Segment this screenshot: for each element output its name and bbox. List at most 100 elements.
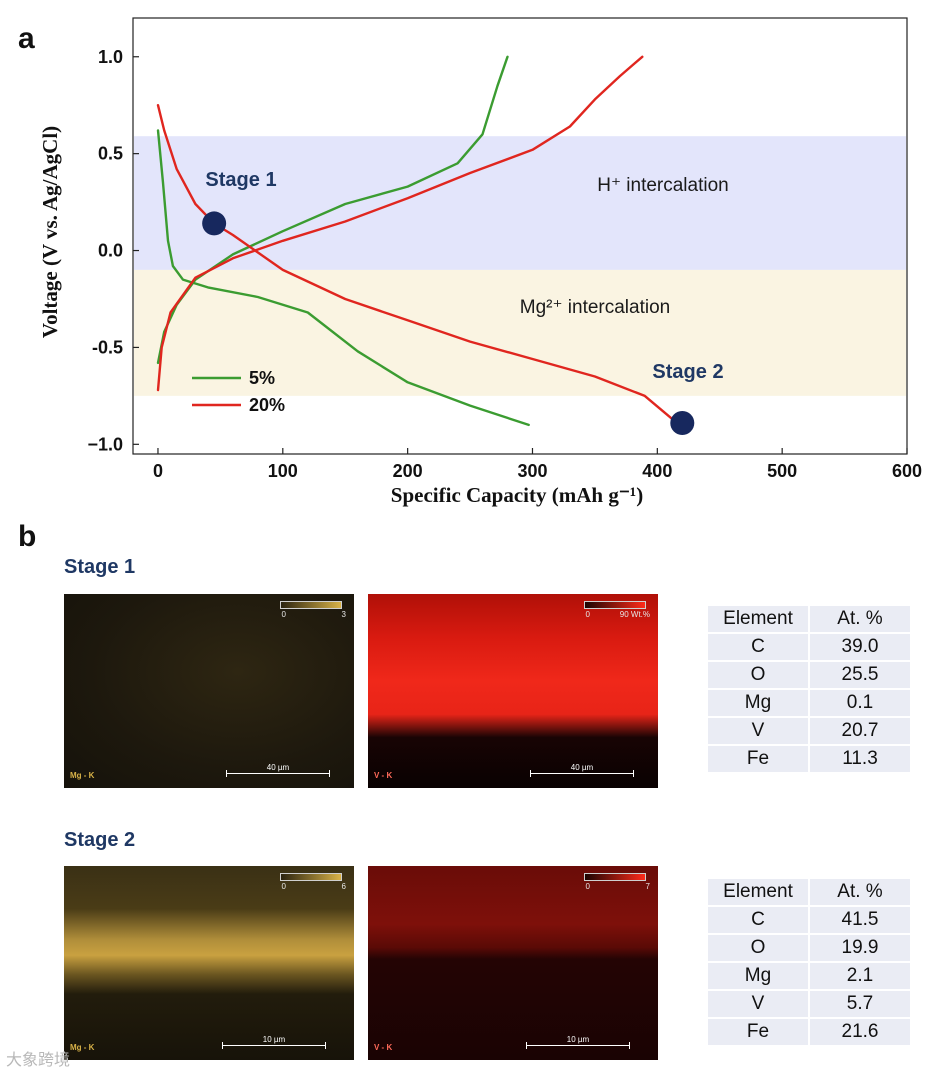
voltage-capacity-chart: H⁺ intercalation Mg²⁺ intercalation 0 100 2… [38, 17, 922, 507]
stage-2-title: Stage 2 [64, 829, 136, 851]
colorbar-max: 3 [341, 610, 346, 619]
y-tick-label: 0.0 [98, 241, 123, 261]
cell-element: V [708, 991, 808, 1017]
header-element: Element [708, 879, 808, 905]
stage-1-mg-map: 0 3 Mg - K 40 µm [64, 594, 354, 788]
colorbar-max: 6 [341, 882, 346, 891]
element-label: V - K [374, 1043, 393, 1052]
stage-marker-2 [670, 410, 695, 435]
x-tick-label: 0 [153, 461, 163, 481]
scale-label: 10 µm [566, 1035, 590, 1044]
element-label: V - K [374, 771, 393, 780]
cell-value: 5.7 [808, 991, 910, 1017]
scale-bar [530, 770, 634, 777]
watermark: 大象跨境 [6, 1052, 71, 1069]
cell-element: O [708, 662, 808, 688]
colorbar [280, 601, 342, 609]
cell-element: C [708, 634, 808, 660]
scale-bar [226, 770, 330, 777]
legend-label: 5% [249, 368, 275, 388]
cell-value: 25.5 [808, 662, 910, 688]
region-label-1: Mg²⁺ intercalation [520, 297, 670, 318]
stage-1-composition-table: Element At. % C 39.0 O 25.5 Mg 0.1 V 20.7 Fe… [708, 604, 910, 774]
colorbar [584, 873, 646, 881]
y-tick-label: 0.5 [98, 144, 123, 164]
table-row: C 39.0 [708, 634, 910, 660]
table-row: Mg 0.1 [708, 690, 910, 716]
table-row: C 41.5 [708, 907, 910, 933]
series-line-20pct-charge [156, 55, 644, 392]
colorbar-min: 0 [281, 610, 286, 619]
header-at-percent: At. % [808, 606, 910, 632]
region-label-0: H⁺ intercalation [597, 175, 728, 196]
cell-element: Fe [708, 746, 808, 772]
panel-label-b: b [18, 520, 37, 553]
y-tick-label: -0.5 [92, 337, 123, 357]
element-label: Mg - K [70, 771, 95, 780]
stage-2-composition-table: Element At. % C 41.5 O 19.9 Mg 2.1 V 5.7 Fe 2… [708, 877, 910, 1047]
region-0 [134, 136, 906, 270]
x-tick-label: 400 [642, 461, 672, 481]
stage-marker-label-2: Stage 2 [652, 361, 723, 383]
y-tick-label: 1.0 [98, 47, 123, 67]
cell-value: 11.3 [808, 746, 910, 772]
table-row: V 20.7 [708, 718, 910, 744]
scale-bar [526, 1042, 630, 1049]
cell-element: Fe [708, 1019, 808, 1045]
table-row: O 25.5 [708, 662, 910, 688]
panel-label-a: a [18, 22, 35, 55]
scale-bar [222, 1042, 326, 1049]
colorbar-max: 7 [645, 882, 650, 891]
scale-label: 40 µm [570, 763, 594, 772]
cell-value: 41.5 [808, 907, 910, 933]
table-row: Mg 2.1 [708, 963, 910, 989]
table-row: Fe 21.6 [708, 1019, 910, 1045]
stage-1-v-map: 0 90 Wt.% V - K 40 µm [368, 594, 658, 788]
colorbar [584, 601, 646, 609]
scale-label: 10 µm [262, 1035, 286, 1044]
y-axis-label: Voltage (V vs. Ag/AgCl) [38, 126, 62, 338]
cell-element: V [708, 718, 808, 744]
stage-1-title: Stage 1 [64, 556, 136, 578]
x-tick-label: 600 [892, 461, 922, 481]
cell-element: O [708, 935, 808, 961]
stage-marker-1 [202, 211, 227, 236]
stage-2-mg-map: 0 6 Mg - K 10 µm [64, 866, 354, 1060]
series-line-5pct-charge [156, 55, 509, 365]
table-row: V 5.7 [708, 991, 910, 1017]
y-tick-label: −1.0 [87, 434, 123, 454]
cell-value: 0.1 [808, 690, 910, 716]
cell-value: 21.6 [808, 1019, 910, 1045]
series-line-20pct-discharge [156, 103, 686, 427]
cell-element: Mg [708, 963, 808, 989]
x-tick-label: 500 [767, 461, 797, 481]
legend-label: 20% [249, 395, 285, 415]
table-header-row: Element At. % [708, 606, 910, 632]
cell-value: 19.9 [808, 935, 910, 961]
element-label: Mg - K [70, 1043, 95, 1052]
series-line-5pct-discharge [156, 129, 530, 427]
x-tick-label: 300 [517, 461, 547, 481]
stage-2-v-map: 0 7 V - K 10 µm [368, 866, 658, 1060]
colorbar-min: 0 [585, 882, 590, 891]
cell-element: Mg [708, 690, 808, 716]
x-tick-label: 100 [268, 461, 298, 481]
table-row: O 19.9 [708, 935, 910, 961]
cell-value: 39.0 [808, 634, 910, 660]
colorbar [280, 873, 342, 881]
stage-marker-label-1: Stage 1 [205, 169, 276, 191]
header-at-percent: At. % [808, 879, 910, 905]
header-element: Element [708, 606, 808, 632]
colorbar-min: 0 [281, 882, 286, 891]
region-1 [134, 269, 906, 396]
cell-value: 20.7 [808, 718, 910, 744]
colorbar-max: 90 Wt.% [619, 610, 650, 619]
x-axis-label: Specific Capacity (mAh g⁻¹) [391, 483, 643, 507]
cell-value: 2.1 [808, 963, 910, 989]
cell-element: C [708, 907, 808, 933]
plot-frame [132, 17, 908, 455]
colorbar-min: 0 [585, 610, 590, 619]
x-tick-label: 200 [393, 461, 423, 481]
table-row: Fe 11.3 [708, 746, 910, 772]
scale-label: 40 µm [266, 763, 290, 772]
